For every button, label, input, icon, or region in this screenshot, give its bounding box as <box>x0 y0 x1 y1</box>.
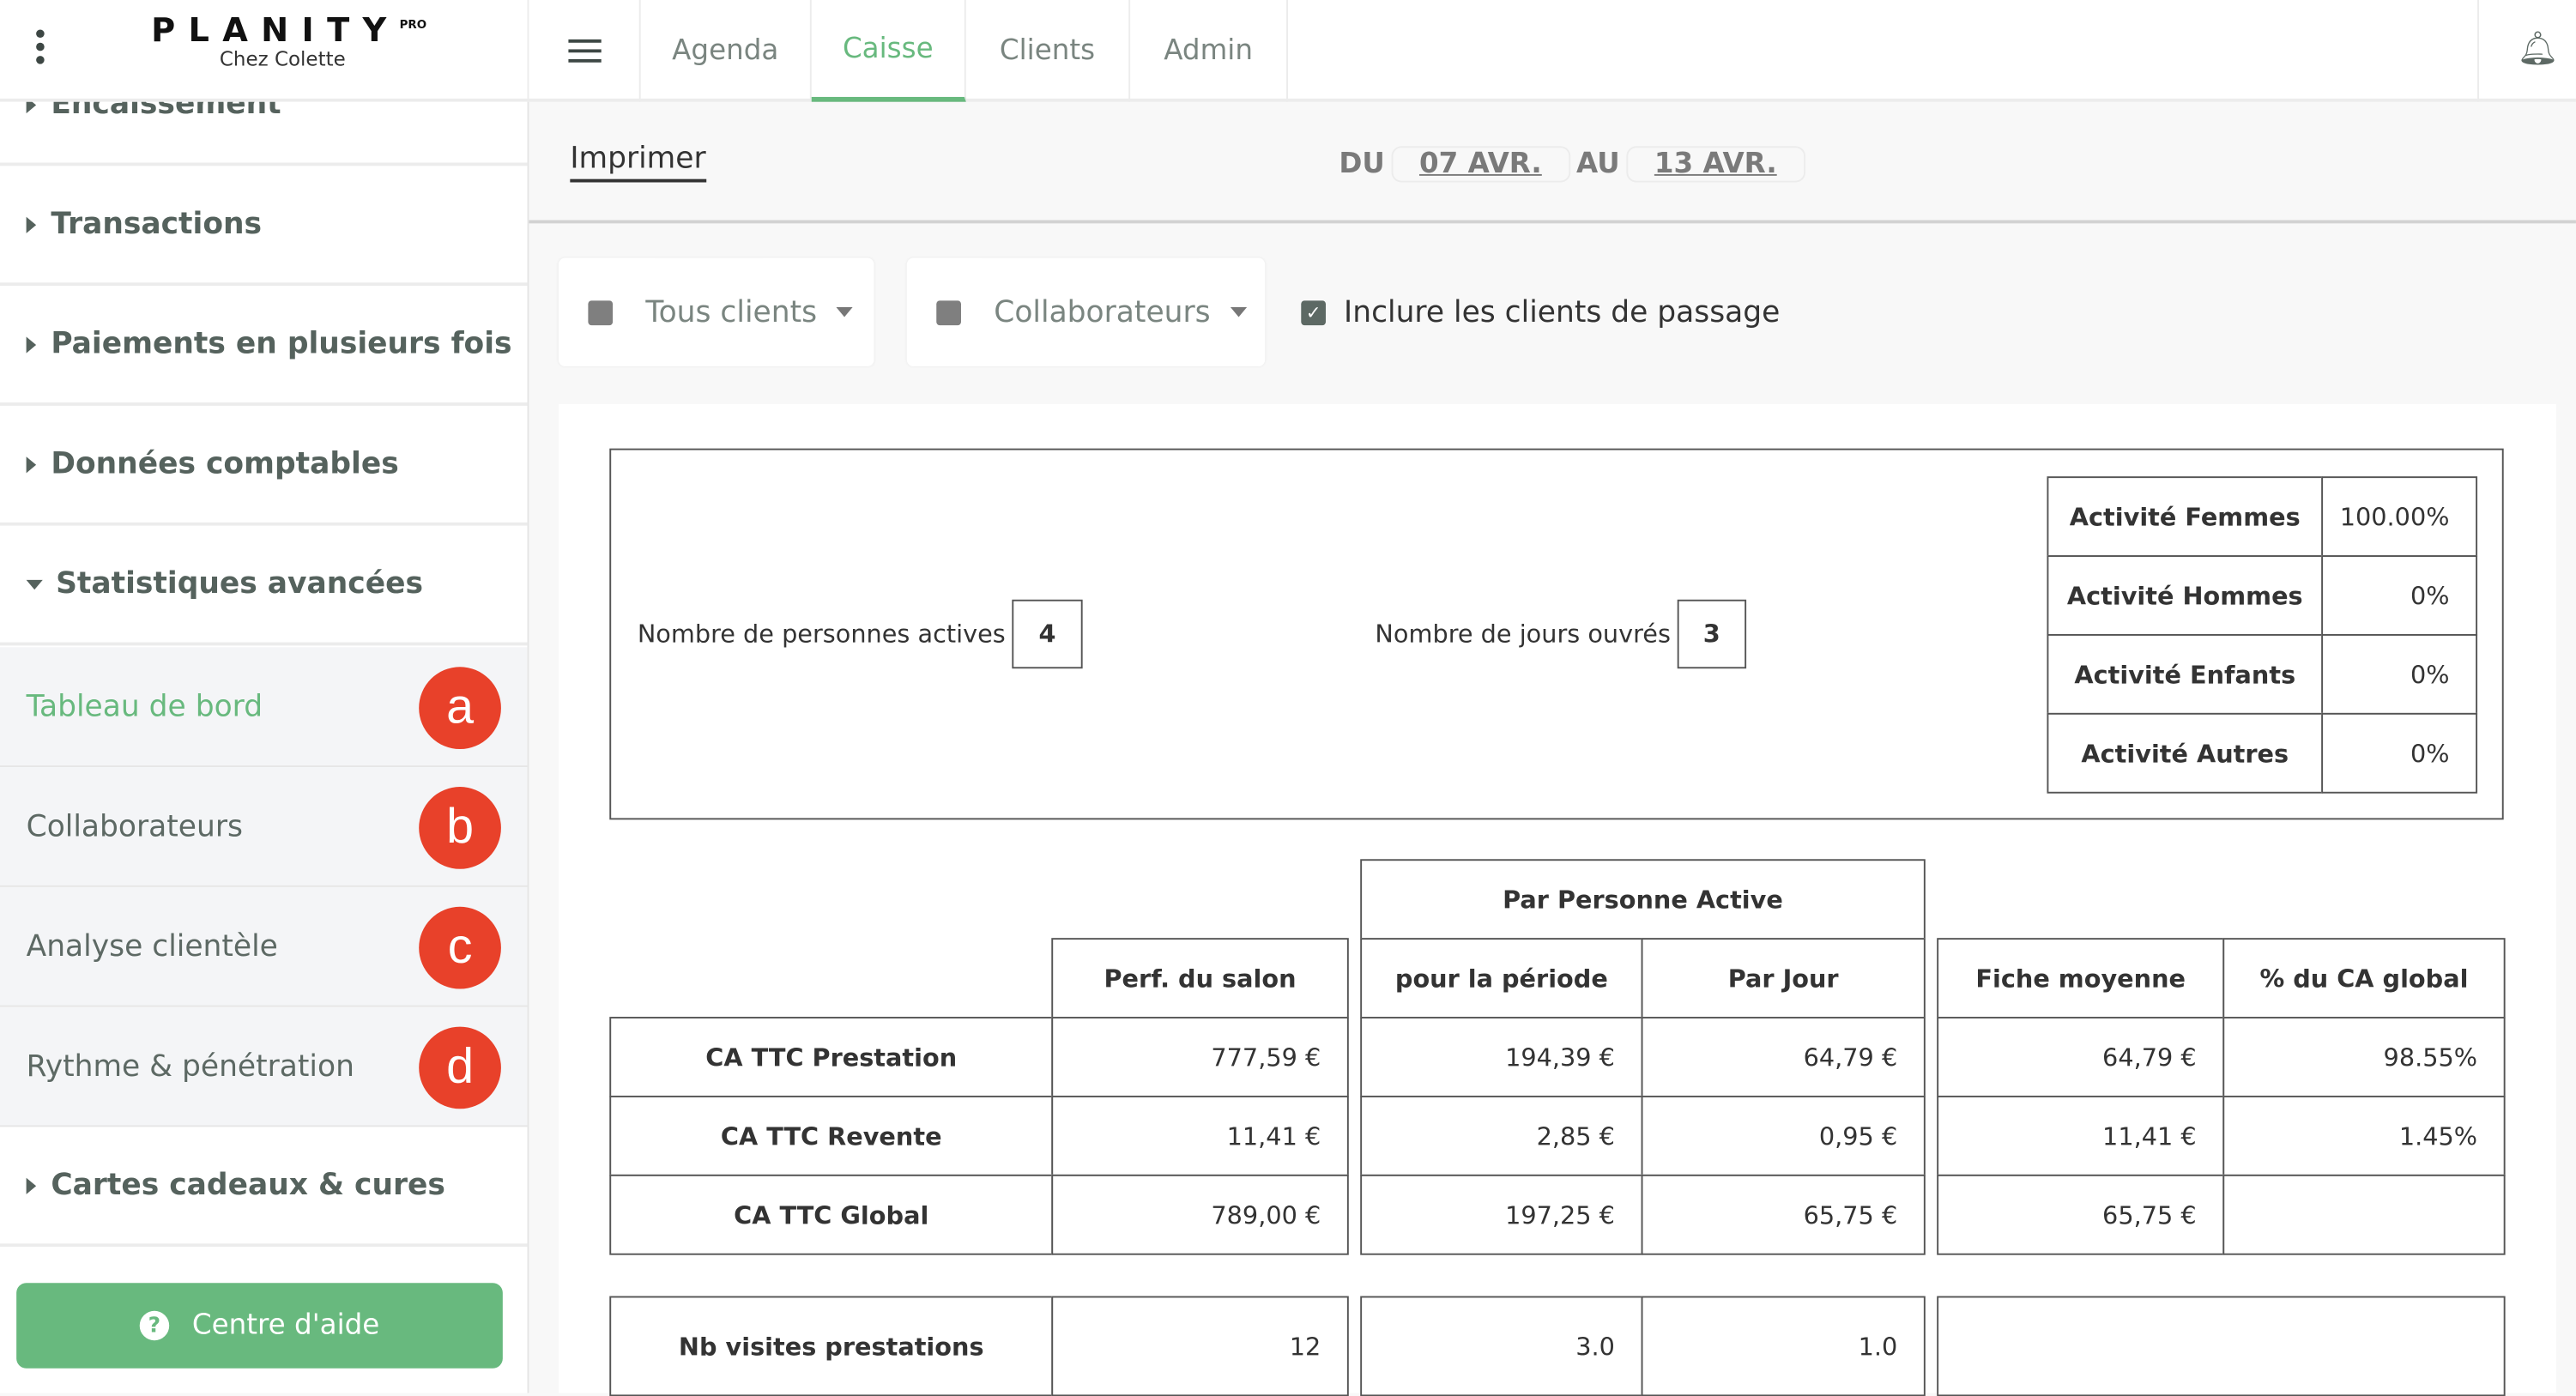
caret-right-icon <box>26 1176 37 1194</box>
caret-right-icon <box>26 456 37 473</box>
table-cell <box>1937 1296 2506 1396</box>
tab-agenda[interactable]: Agenda <box>641 0 812 102</box>
sidebar-item-paiements[interactable]: Paiements en plusieurs fois <box>0 286 528 406</box>
group-header: Par Personne Active <box>1360 859 1926 940</box>
badge-c: c <box>419 906 501 989</box>
table-cell: 65,75 € <box>1641 1174 1926 1255</box>
badge-a: a <box>419 667 501 750</box>
caret-down-icon <box>26 578 43 589</box>
active-people-value: 4 <box>1012 599 1083 669</box>
table-cell: 197,25 € <box>1360 1174 1643 1255</box>
chevron-down-icon <box>837 307 854 317</box>
summary-box <box>609 448 2504 820</box>
tab-admin[interactable]: Admin <box>1130 0 1288 102</box>
caret-right-icon <box>26 335 37 353</box>
activity-label: Activité Femmes <box>2047 476 2324 558</box>
sidebar: Encaissement Transactions Paiements en p… <box>0 101 529 1393</box>
table-cell: 11,41 € <box>1937 1095 2225 1176</box>
activity-value: 0% <box>2321 555 2478 636</box>
activity-label: Activité Hommes <box>2047 555 2324 636</box>
table-cell: 777,59 € <box>1051 1017 1349 1097</box>
hamburger-icon <box>567 39 601 63</box>
top-bar: PLANITYPRO Chez Colette Agenda Caisse Cl… <box>0 0 2576 102</box>
table-cell: 194,39 € <box>1360 1017 1643 1097</box>
more-options-icon[interactable] <box>36 29 45 69</box>
caret-right-icon <box>26 101 37 113</box>
activity-value: 100.00% <box>2321 476 2478 558</box>
table-cell: 789,00 € <box>1051 1174 1349 1255</box>
table-cell: 11,41 € <box>1051 1095 1349 1176</box>
active-people: Nombre de personnes actives 4 <box>638 599 1083 669</box>
table-cell: 2,85 € <box>1360 1095 1643 1176</box>
sidebar-item-rythme[interactable]: Rythme & pénétration d <box>0 1006 528 1127</box>
checkbox-checked-icon: ✓ <box>1301 300 1327 326</box>
help-center-button[interactable]: ? Centre d'aide <box>16 1283 503 1369</box>
square-icon <box>936 299 961 325</box>
include-passage-checkbox[interactable]: ✓ Inclure les clients de passage <box>1301 296 1780 330</box>
chevron-down-icon <box>1230 307 1247 317</box>
start-date-picker[interactable]: 07 AVR. <box>1391 146 1570 183</box>
column-header: pour la période <box>1360 938 1643 1018</box>
sidebar-item-cartes-cadeaux[interactable]: Cartes cadeaux & cures <box>0 1127 528 1248</box>
table-cell: 1.45% <box>2222 1095 2506 1176</box>
table-cell: 65,75 € <box>1937 1174 2225 1255</box>
sidebar-item-tableau-de-bord[interactable]: Tableau de bord a <box>0 647 528 768</box>
table-cell: 98.55% <box>2222 1017 2506 1097</box>
menu-button[interactable] <box>529 0 641 102</box>
table-cell: 1.0 <box>1641 1296 1926 1396</box>
clients-filter-dropdown[interactable]: Tous clients <box>558 257 874 366</box>
question-icon: ? <box>139 1310 170 1341</box>
sidebar-item-encaissement[interactable]: Encaissement <box>0 101 528 166</box>
table-cell: 12 <box>1051 1296 1349 1396</box>
caret-right-icon <box>26 215 37 233</box>
table-cell: 3.0 <box>1360 1296 1643 1396</box>
activity-value: 0% <box>2321 712 2478 794</box>
row-label: CA TTC Global <box>609 1174 1054 1255</box>
badge-d: d <box>419 1026 501 1109</box>
tab-caisse[interactable]: Caisse <box>811 0 966 102</box>
bell-icon[interactable]: 🔔︎ <box>2517 27 2559 68</box>
row-label: CA TTC Prestation <box>609 1017 1054 1097</box>
date-range: DU 07 AVR. AU 13 AVR. <box>1339 146 1805 183</box>
square-icon <box>588 299 614 325</box>
row-label: Nb visites prestations <box>609 1296 1054 1396</box>
salon-name: Chez Colette <box>219 47 346 71</box>
column-header: Par Jour <box>1641 938 1926 1018</box>
working-days-value: 3 <box>1677 599 1746 669</box>
print-button[interactable]: Imprimer <box>570 142 706 183</box>
activity-label: Activité Autres <box>2047 712 2324 794</box>
table-cell <box>2222 1174 2506 1255</box>
column-header: % du CA global <box>2222 938 2506 1018</box>
sidebar-item-transactions[interactable]: Transactions <box>0 166 528 287</box>
table-cell: 0,95 € <box>1641 1095 1926 1176</box>
logo: PLANITYPRO <box>151 9 427 50</box>
column-header: Perf. du salon <box>1051 938 1349 1018</box>
table-cell: 64,79 € <box>1641 1017 1926 1097</box>
activity-label: Activité Enfants <box>2047 633 2324 715</box>
sidebar-item-analyse-clientele[interactable]: Analyse clientèle c <box>0 886 528 1007</box>
row-label: CA TTC Revente <box>609 1095 1054 1176</box>
table-cell: 64,79 € <box>1937 1017 2225 1097</box>
activity-value: 0% <box>2321 633 2478 715</box>
sidebar-item-statistiques[interactable]: Statistiques avancées <box>0 526 528 646</box>
sidebar-item-donnees-comptables[interactable]: Données comptables <box>0 406 528 526</box>
collaborateurs-filter-dropdown[interactable]: Collaborateurs <box>906 257 1266 366</box>
tab-clients[interactable]: Clients <box>966 0 1131 102</box>
column-header: Fiche moyenne <box>1937 938 2225 1018</box>
badge-b: b <box>419 787 501 869</box>
sidebar-item-collaborateurs[interactable]: Collaborateurs b <box>0 767 528 887</box>
end-date-picker[interactable]: 13 AVR. <box>1626 146 1805 183</box>
working-days: Nombre de jours ouvrés 3 <box>1375 599 1746 669</box>
